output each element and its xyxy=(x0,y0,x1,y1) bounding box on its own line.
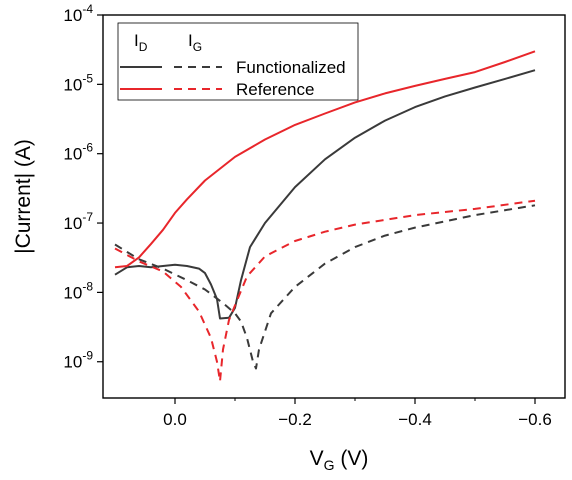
y-tick-label: 10-7 xyxy=(63,210,93,233)
y-tick-label: 10-6 xyxy=(63,141,93,164)
x-tick-label: −0.2 xyxy=(278,410,312,429)
legend-header-ig: IG xyxy=(188,31,202,54)
legend-header-id: ID xyxy=(134,31,148,54)
x-axis-title: VG (V) xyxy=(310,447,369,473)
y-tick-label: 10-5 xyxy=(63,71,93,94)
y-tick-label: 10-8 xyxy=(63,279,93,302)
x-tick-label: −0.4 xyxy=(398,410,432,429)
series-functionalized-id xyxy=(114,69,536,320)
y-tick-label: 10-9 xyxy=(63,349,93,372)
legend-label-functionalized: Functionalized xyxy=(236,58,346,77)
x-tick-label: 0.0 xyxy=(163,410,187,429)
x-tick-label: −0.6 xyxy=(518,410,552,429)
plot-frame xyxy=(102,14,566,399)
series-reference-ig xyxy=(114,199,536,383)
y-axis-title: |Current| (A) xyxy=(12,139,35,254)
series-layer xyxy=(114,50,536,383)
legend: ID IG Functionalized Reference xyxy=(117,22,359,101)
y-tick-label: 10-4 xyxy=(63,2,93,25)
series-reference-id xyxy=(114,50,536,269)
legend-label-reference: Reference xyxy=(236,80,314,99)
ticks-layer: 0.0 −0.2 −0.4 −0.6 10-9 10-8 10-7 10-6 10-5 10-4 xyxy=(63,2,551,429)
series-functionalized-ig xyxy=(114,204,536,370)
legend-box xyxy=(117,22,359,101)
